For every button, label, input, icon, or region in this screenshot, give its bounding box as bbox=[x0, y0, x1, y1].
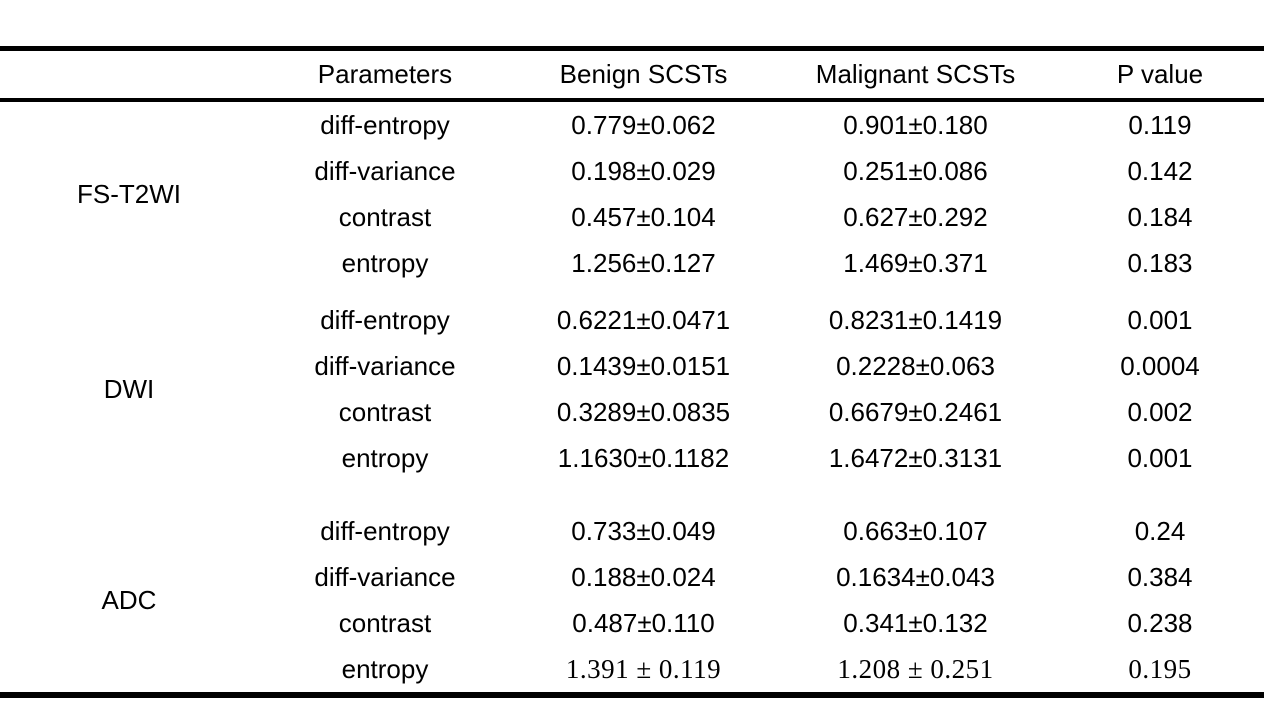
cell-p-value: 0.238 bbox=[1127, 607, 1193, 638]
table-row: diff-variance 0.198±0.029 0.251±0.086 0.… bbox=[0, 148, 1264, 194]
cell-malignant: 0.2228±0.063 bbox=[836, 350, 995, 381]
cell-benign: 1.391 ± 0.119 bbox=[565, 653, 722, 684]
table-row: diff-variance 0.188±0.024 0.1634±0.043 0… bbox=[0, 554, 1264, 600]
header-row: Parameters Benign SCSTs Malignant SCSTs … bbox=[0, 48, 1264, 102]
cell-malignant: 1.208 ± 0.251 bbox=[837, 653, 994, 684]
table-row: DWI diff-entropy 0.6221±0.0471 0.8231±0.… bbox=[0, 286, 1264, 404]
header-malignant-scsts: Malignant SCSTs bbox=[775, 48, 1056, 102]
table-row: entropy 1.256±0.127 1.469±0.371 0.183 bbox=[0, 240, 1264, 286]
cell-malignant: 1.6472±0.3131 bbox=[828, 442, 1003, 473]
cell-benign: 0.487±0.110 bbox=[572, 607, 715, 638]
group-label-fs-t2wi: FS-T2WI bbox=[77, 178, 181, 209]
cell-p-value: 0.142 bbox=[1127, 155, 1193, 186]
cell-p-value: 0.24 bbox=[1134, 515, 1186, 546]
cell-malignant: 1.469±0.371 bbox=[843, 247, 988, 278]
table-row: ADC diff-entropy 0.733±0.049 0.663±0.107… bbox=[0, 481, 1264, 615]
cell-p-value: 0.384 bbox=[1127, 561, 1193, 592]
cell-malignant: 0.1634±0.043 bbox=[836, 561, 995, 592]
cell-benign: 0.1439±0.0151 bbox=[556, 350, 731, 381]
header-p-value: P value bbox=[1056, 48, 1264, 102]
cell-parameter: diff-variance bbox=[314, 350, 456, 381]
cell-p-value: 0.0004 bbox=[1120, 350, 1200, 381]
scst-parameters-table: Parameters Benign SCSTs Malignant SCSTs … bbox=[0, 46, 1264, 698]
cell-benign: 0.3289±0.0835 bbox=[556, 396, 731, 427]
table-row: FS-T2WI diff-entropy 0.779±0.062 0.901±0… bbox=[0, 100, 1264, 209]
table-row: diff-variance 0.1439±0.0151 0.2228±0.063… bbox=[0, 343, 1264, 389]
cell-parameter: diff-entropy bbox=[320, 304, 450, 335]
cell-p-value: 0.195 bbox=[1128, 653, 1192, 684]
table-row: contrast 0.457±0.104 0.627±0.292 0.184 bbox=[0, 194, 1264, 240]
cell-malignant: 0.8231±0.1419 bbox=[828, 304, 1003, 335]
table-row: contrast 0.487±0.110 0.341±0.132 0.238 bbox=[0, 600, 1264, 646]
cell-benign: 0.6221±0.0471 bbox=[556, 304, 731, 335]
cell-benign: 0.198±0.029 bbox=[571, 155, 716, 186]
cell-malignant: 0.663±0.107 bbox=[843, 515, 988, 546]
cell-benign: 0.733±0.049 bbox=[571, 515, 716, 546]
cell-p-value: 0.184 bbox=[1127, 201, 1193, 232]
group-label-adc: ADC bbox=[101, 584, 157, 615]
cell-parameter: diff-entropy bbox=[320, 515, 450, 546]
cell-benign: 1.256±0.127 bbox=[571, 247, 716, 278]
cell-malignant: 0.251±0.086 bbox=[843, 155, 988, 186]
cell-p-value: 0.183 bbox=[1127, 247, 1193, 278]
cell-benign: 0.779±0.062 bbox=[571, 109, 716, 140]
cell-malignant: 0.341±0.132 bbox=[843, 607, 988, 638]
cell-parameter: entropy bbox=[341, 247, 429, 278]
cell-p-value: 0.001 bbox=[1127, 442, 1193, 473]
cell-benign: 1.1630±0.1182 bbox=[557, 442, 730, 473]
table-body: FS-T2WI diff-entropy 0.779±0.062 0.901±0… bbox=[0, 100, 1264, 695]
table-row: contrast 0.3289±0.0835 0.6679±0.2461 0.0… bbox=[0, 389, 1264, 435]
cell-parameter: diff-variance bbox=[314, 155, 456, 186]
cell-malignant: 0.627±0.292 bbox=[843, 201, 988, 232]
cell-malignant: 0.901±0.180 bbox=[843, 109, 988, 140]
cell-parameter: contrast bbox=[338, 396, 432, 427]
cell-parameter: diff-variance bbox=[314, 561, 456, 592]
cell-benign: 0.457±0.104 bbox=[571, 201, 716, 232]
cell-parameter: contrast bbox=[338, 201, 432, 232]
cell-benign: 0.188±0.024 bbox=[571, 561, 716, 592]
cell-parameter: diff-entropy bbox=[320, 109, 450, 140]
table-row: entropy 1.1630±0.1182 1.6472±0.3131 0.00… bbox=[0, 435, 1264, 481]
cell-p-value: 0.002 bbox=[1127, 396, 1193, 427]
cell-p-value: 0.119 bbox=[1128, 109, 1192, 140]
header-empty-cell bbox=[0, 48, 258, 102]
cell-malignant: 0.6679±0.2461 bbox=[828, 396, 1003, 427]
table-row: entropy 1.391 ± 0.119 1.208 ± 0.251 0.19… bbox=[0, 646, 1264, 695]
table-header: Parameters Benign SCSTs Malignant SCSTs … bbox=[0, 48, 1264, 102]
cell-parameter: entropy bbox=[341, 442, 429, 473]
group-label-dwi: DWI bbox=[103, 373, 155, 404]
header-parameters: Parameters bbox=[258, 48, 512, 102]
cell-parameter: contrast bbox=[338, 607, 432, 638]
page: Parameters Benign SCSTs Malignant SCSTs … bbox=[0, 46, 1264, 698]
header-benign-scsts: Benign SCSTs bbox=[512, 48, 775, 102]
cell-p-value: 0.001 bbox=[1127, 304, 1193, 335]
cell-parameter: entropy bbox=[341, 653, 429, 684]
